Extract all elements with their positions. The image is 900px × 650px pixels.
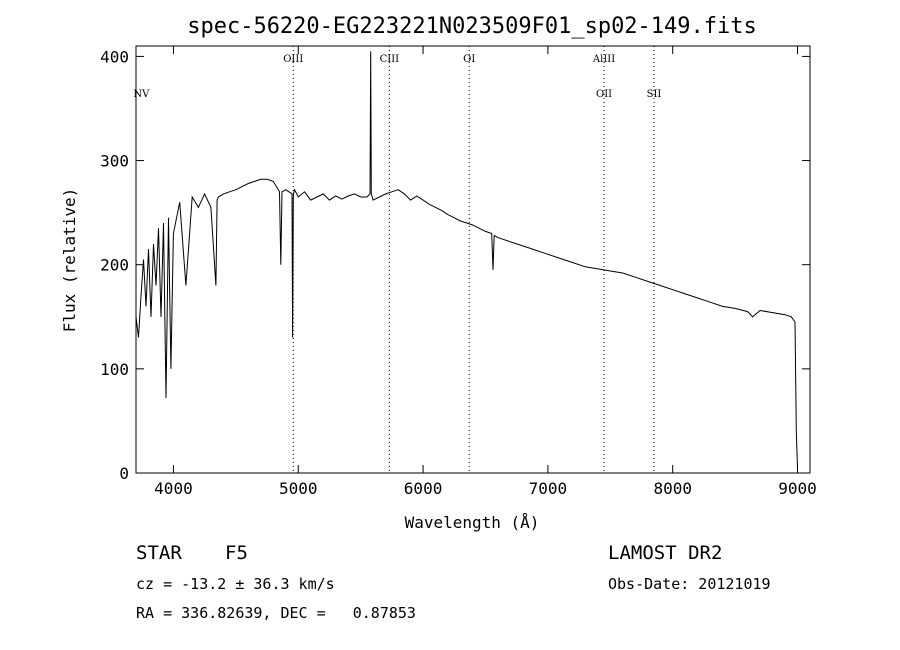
object-subclass: F5	[225, 542, 248, 564]
x-tick-label: 8000	[653, 479, 692, 498]
line-label-oi: OI	[463, 54, 475, 65]
line-label-sii: SII	[647, 89, 662, 100]
x-tick-label: 7000	[529, 479, 568, 498]
x-tick-label: 9000	[778, 479, 817, 498]
x-tick-label: 6000	[404, 479, 443, 498]
axis-ticks: 4000 5000 6000 7000 8000 9000 0 100 200 300 400	[100, 46, 817, 498]
x-tick-label: 4000	[154, 479, 193, 498]
redshift-velocity: cz = -13.2 ± 36.3 km/s	[136, 575, 335, 593]
line-label-oii: OII	[596, 89, 612, 100]
x-axis-label: Wavelength (Å)	[405, 513, 540, 532]
y-tick-label: 100	[100, 360, 129, 379]
survey-name: LAMOST DR2	[608, 542, 723, 564]
y-tick-label: 200	[100, 256, 129, 275]
spectral-line-markers: NV OIII CIII OI AlIII OII SII	[133, 46, 661, 473]
y-tick-label: 300	[100, 152, 129, 171]
y-tick-label: 400	[100, 47, 129, 66]
line-label-nv: NV	[133, 89, 150, 100]
y-tick-label: 0	[119, 464, 129, 483]
line-label-ciii: CIII	[380, 54, 400, 65]
plot-frame	[135, 45, 811, 474]
object-class: STAR	[136, 542, 182, 564]
y-axis-label: Flux (relative)	[60, 188, 79, 333]
line-label-aliii: AlIII	[592, 54, 615, 65]
spectrum-line	[135, 51, 798, 468]
observation-date: Obs-Date: 20121019	[608, 575, 771, 593]
line-label-oiii: OIII	[283, 54, 303, 65]
x-tick-label: 5000	[279, 479, 318, 498]
coordinates: RA = 336.82639, DEC = 0.87853	[136, 604, 416, 622]
chart-title: spec-56220-EG223221N023509F01_sp02-149.f…	[187, 14, 757, 39]
